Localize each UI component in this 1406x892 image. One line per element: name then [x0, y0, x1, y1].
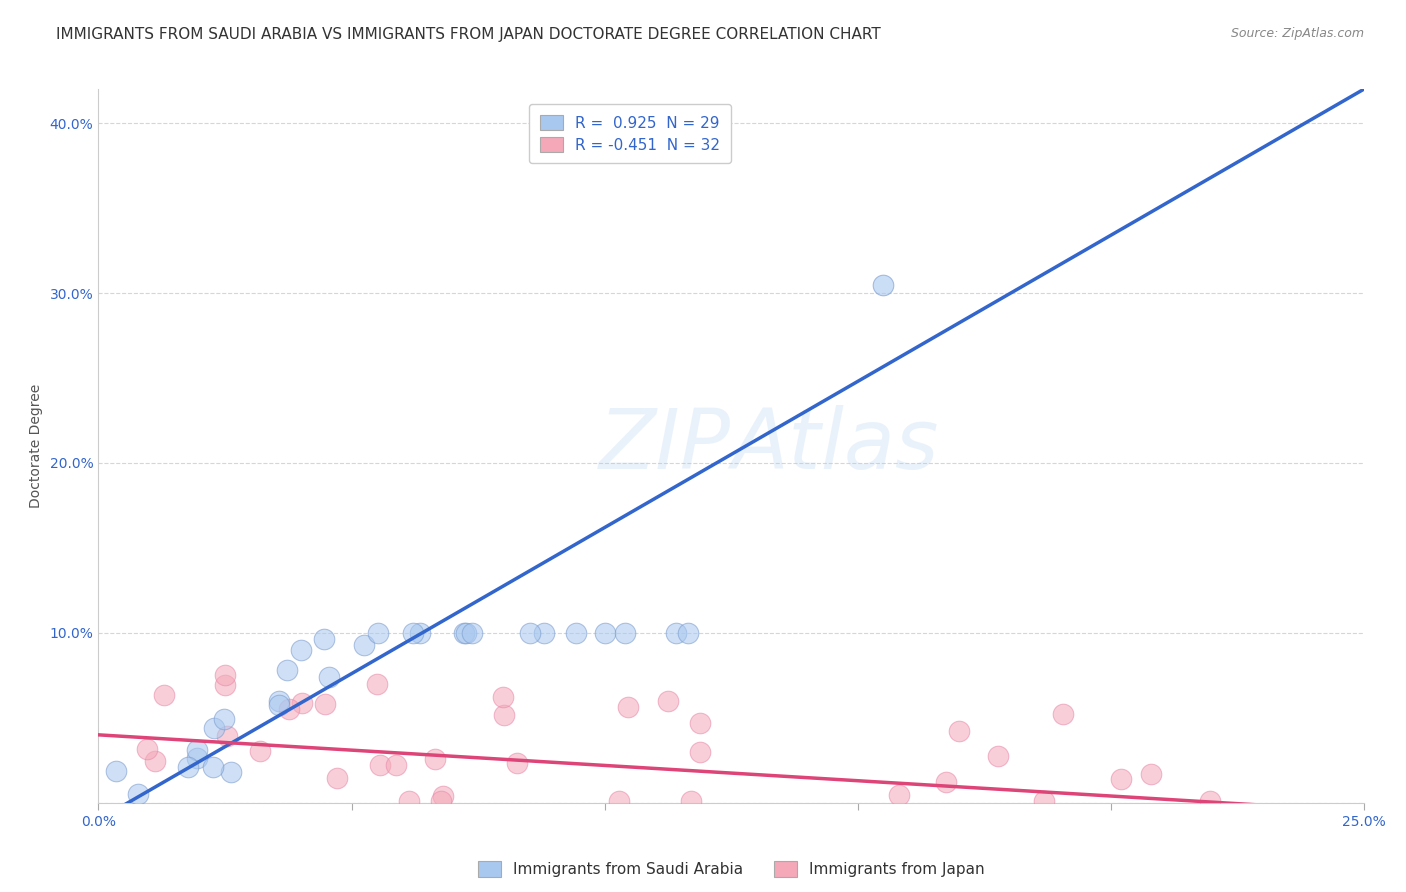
Point: [432, 789, 454, 804]
Point: [267, 694, 290, 708]
Point: [1140, 767, 1163, 781]
Legend: Immigrants from Saudi Arabia, Immigrants from Japan: Immigrants from Saudi Arabia, Immigrants…: [470, 854, 993, 885]
Point: [1033, 794, 1056, 808]
Point: [935, 774, 957, 789]
Point: [353, 639, 375, 653]
Point: [679, 794, 702, 808]
Point: [221, 765, 243, 780]
Point: [494, 708, 516, 723]
Point: [104, 764, 127, 779]
Point: [277, 702, 299, 716]
Point: [127, 787, 149, 801]
Point: [385, 758, 408, 772]
Point: [565, 626, 588, 640]
Point: [186, 743, 208, 757]
Y-axis label: Doctorate Degree: Doctorate Degree: [28, 384, 42, 508]
Point: [402, 626, 425, 640]
Point: [1052, 707, 1074, 722]
Point: [212, 712, 235, 726]
Point: [176, 760, 198, 774]
Point: [136, 741, 159, 756]
Point: [948, 724, 970, 739]
Point: [689, 745, 711, 759]
Point: [269, 698, 291, 713]
Point: [143, 754, 166, 768]
Text: Atlas: Atlas: [731, 406, 939, 486]
Point: [1199, 794, 1222, 808]
Point: [987, 749, 1010, 764]
Point: [872, 277, 894, 292]
Point: [453, 626, 475, 640]
Point: [461, 626, 484, 640]
Point: [593, 626, 616, 640]
Point: [318, 670, 340, 684]
Point: [614, 626, 637, 640]
Point: [492, 690, 515, 705]
Point: [152, 688, 174, 702]
Point: [249, 743, 271, 757]
Point: [214, 668, 236, 682]
Point: [408, 626, 430, 640]
Point: [217, 730, 239, 744]
Point: [533, 626, 555, 640]
Point: [367, 626, 389, 640]
Point: [186, 751, 208, 765]
Point: [326, 772, 349, 786]
Text: IMMIGRANTS FROM SAUDI ARABIA VS IMMIGRANTS FROM JAPAN DOCTORATE DEGREE CORRELATI: IMMIGRANTS FROM SAUDI ARABIA VS IMMIGRAN…: [56, 27, 882, 42]
Point: [519, 626, 541, 640]
Point: [454, 626, 477, 640]
Point: [607, 794, 630, 808]
Point: [202, 721, 225, 735]
Point: [314, 632, 336, 647]
Point: [430, 794, 453, 808]
Point: [506, 756, 529, 770]
Point: [366, 677, 388, 691]
Point: [689, 716, 711, 731]
Point: [290, 643, 312, 657]
Point: [291, 696, 314, 710]
Point: [276, 663, 298, 677]
Point: [398, 794, 420, 808]
Point: [657, 694, 679, 708]
Text: Source: ZipAtlas.com: Source: ZipAtlas.com: [1230, 27, 1364, 40]
Point: [665, 626, 688, 640]
Point: [314, 697, 336, 711]
Point: [887, 788, 910, 802]
Point: [214, 678, 236, 692]
Point: [1109, 772, 1132, 787]
Text: ZIP: ZIP: [599, 406, 731, 486]
Point: [370, 757, 392, 772]
Point: [676, 626, 699, 640]
Point: [423, 752, 446, 766]
Point: [617, 699, 640, 714]
Point: [201, 760, 224, 774]
